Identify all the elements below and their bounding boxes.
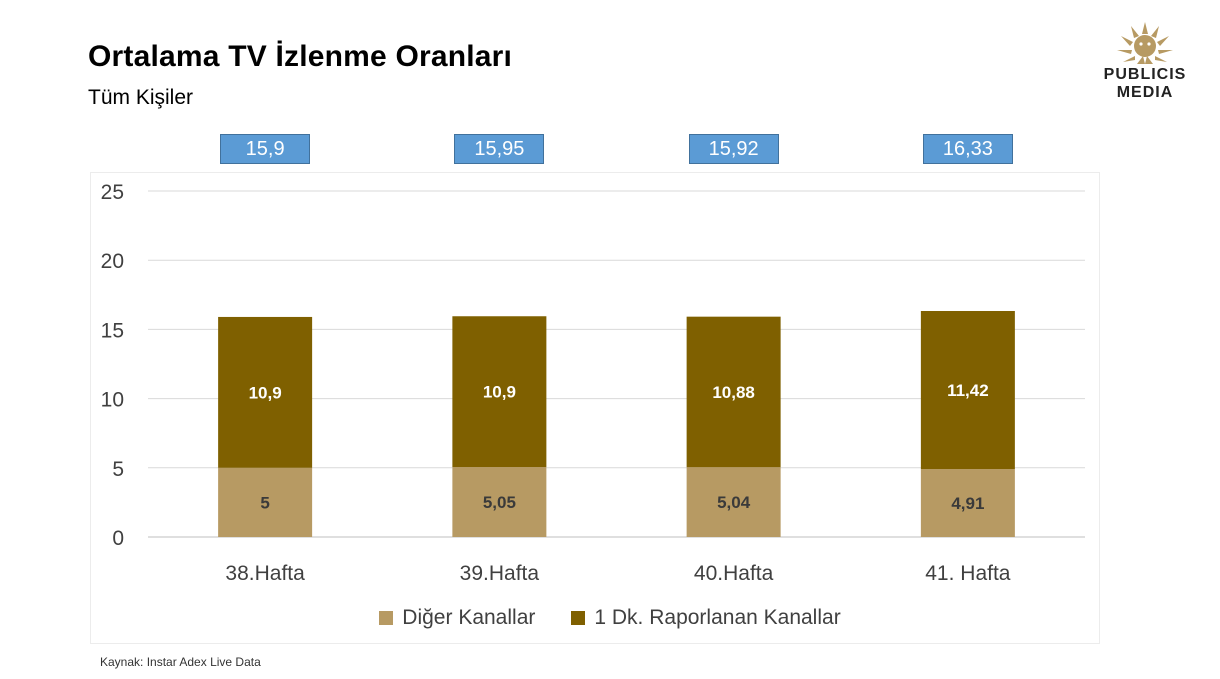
bar-other bbox=[920, 469, 1015, 537]
y-tick-label: 10 bbox=[101, 389, 124, 412]
y-tick-label: 20 bbox=[101, 250, 124, 273]
total-label: 15,95 bbox=[454, 134, 545, 164]
total-label: 15,9 bbox=[220, 134, 311, 164]
data-label: 10,9 bbox=[249, 383, 282, 402]
chart-legend: Diğer Kanallar 1 Dk. Raporlanan Kanallar bbox=[0, 603, 1220, 633]
y-tick-label: 25 bbox=[101, 181, 124, 204]
legend-item-reported: 1 Dk. Raporlanan Kanallar bbox=[571, 606, 841, 630]
data-label: 5,04 bbox=[717, 493, 751, 512]
data-label: 4,91 bbox=[951, 494, 984, 513]
lion-head-icon bbox=[1117, 22, 1173, 64]
y-tick-label: 5 bbox=[112, 458, 124, 481]
x-tick-label: 38.Hafta bbox=[225, 562, 305, 585]
bar-reported bbox=[218, 316, 313, 468]
bar-other bbox=[218, 467, 313, 537]
legend-swatch-other bbox=[379, 611, 394, 625]
legend-swatch-reported bbox=[571, 611, 586, 625]
legend-item-other: Diğer Kanallar bbox=[379, 606, 535, 630]
y-tick-label: 0 bbox=[112, 527, 124, 550]
total-label: 16,33 bbox=[922, 134, 1013, 164]
chart-area bbox=[90, 172, 1100, 644]
page-title: Ortalama TV İzlenme Oranları bbox=[88, 40, 513, 73]
logo-line-1: PUBLICIS bbox=[1103, 66, 1187, 83]
bar-reported bbox=[920, 310, 1015, 470]
bar-other bbox=[686, 467, 781, 537]
x-tick-label: 40.Hafta bbox=[694, 562, 774, 585]
data-label: 10,9 bbox=[483, 383, 516, 402]
page-subtitle: Tüm Kişiler bbox=[88, 86, 194, 109]
data-label: 11,42 bbox=[947, 381, 989, 400]
data-label: 5,05 bbox=[483, 493, 516, 512]
data-label: 5 bbox=[260, 493, 269, 512]
bar-reported bbox=[686, 316, 781, 468]
bar-other bbox=[452, 467, 547, 537]
x-tick-label: 41. Hafta bbox=[925, 562, 1011, 585]
bar-reported bbox=[452, 316, 547, 468]
x-tick-label: 39.Hafta bbox=[460, 562, 540, 585]
legend-label-reported: 1 Dk. Raporlanan Kanallar bbox=[594, 606, 841, 629]
data-label: 10,88 bbox=[712, 383, 755, 402]
publicis-media-logo: PUBLICIS MEDIA bbox=[1090, 20, 1200, 112]
total-label: 15,92 bbox=[688, 134, 779, 164]
source-note: Kaynak: Instar Adex Live Data bbox=[100, 655, 261, 669]
y-tick-label: 15 bbox=[101, 319, 124, 342]
logo-line-2: MEDIA bbox=[1116, 84, 1174, 101]
legend-label-other: Diğer Kanallar bbox=[402, 606, 536, 629]
